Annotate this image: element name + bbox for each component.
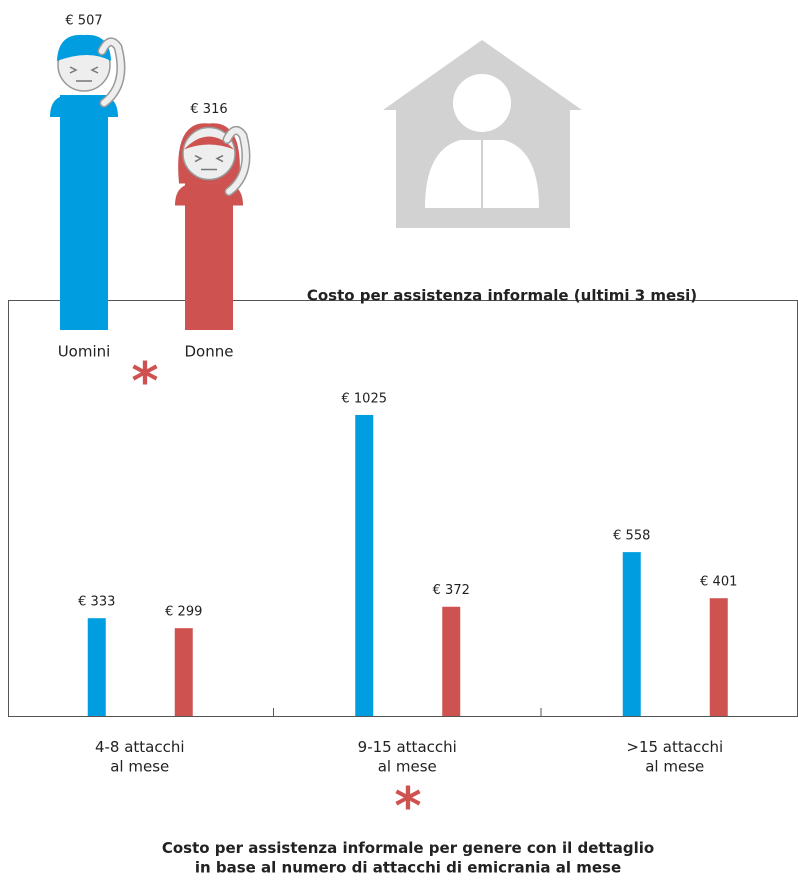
chart-title: Costo per assistenza informale per gener… — [162, 839, 654, 877]
eyes — [69, 66, 99, 82]
value-label: € 1025 — [342, 391, 388, 406]
bar — [355, 414, 374, 716]
value-label: € 333 — [78, 595, 115, 610]
bar — [709, 598, 728, 716]
chart-frame — [8, 300, 798, 717]
x-tick-label: Donne — [185, 343, 234, 361]
x-tick-label: >15 attacchi al mese — [626, 738, 723, 776]
bar — [60, 95, 108, 331]
eyes — [194, 154, 224, 171]
value-label: € 316 — [190, 102, 227, 117]
x-tick-label: Uomini — [58, 343, 111, 361]
annotation: * — [394, 777, 421, 837]
fringe — [184, 136, 234, 150]
bar — [174, 628, 193, 716]
hair — [57, 34, 111, 62]
value-label: € 299 — [165, 605, 202, 620]
figure-head — [178, 123, 251, 197]
arm-fill — [99, 38, 124, 107]
house-icon — [383, 40, 582, 228]
value-label: € 372 — [433, 583, 470, 598]
value-label: € 507 — [65, 14, 102, 29]
bar — [87, 618, 106, 716]
x-tick-label: 9-15 attacchi al mese — [358, 738, 457, 776]
bar — [442, 606, 461, 716]
annotation: * — [131, 352, 158, 412]
value-label: € 401 — [700, 575, 737, 590]
value-label: € 558 — [613, 529, 650, 544]
chart-title: Costo per assistenza informale (ultimi 3… — [307, 287, 697, 305]
person-head — [453, 74, 511, 132]
x-tick-label: 4-8 attacchi al mese — [95, 738, 185, 776]
bar — [185, 183, 233, 330]
arm-fill — [224, 127, 249, 195]
figure-head — [57, 34, 126, 108]
bar — [622, 552, 641, 716]
